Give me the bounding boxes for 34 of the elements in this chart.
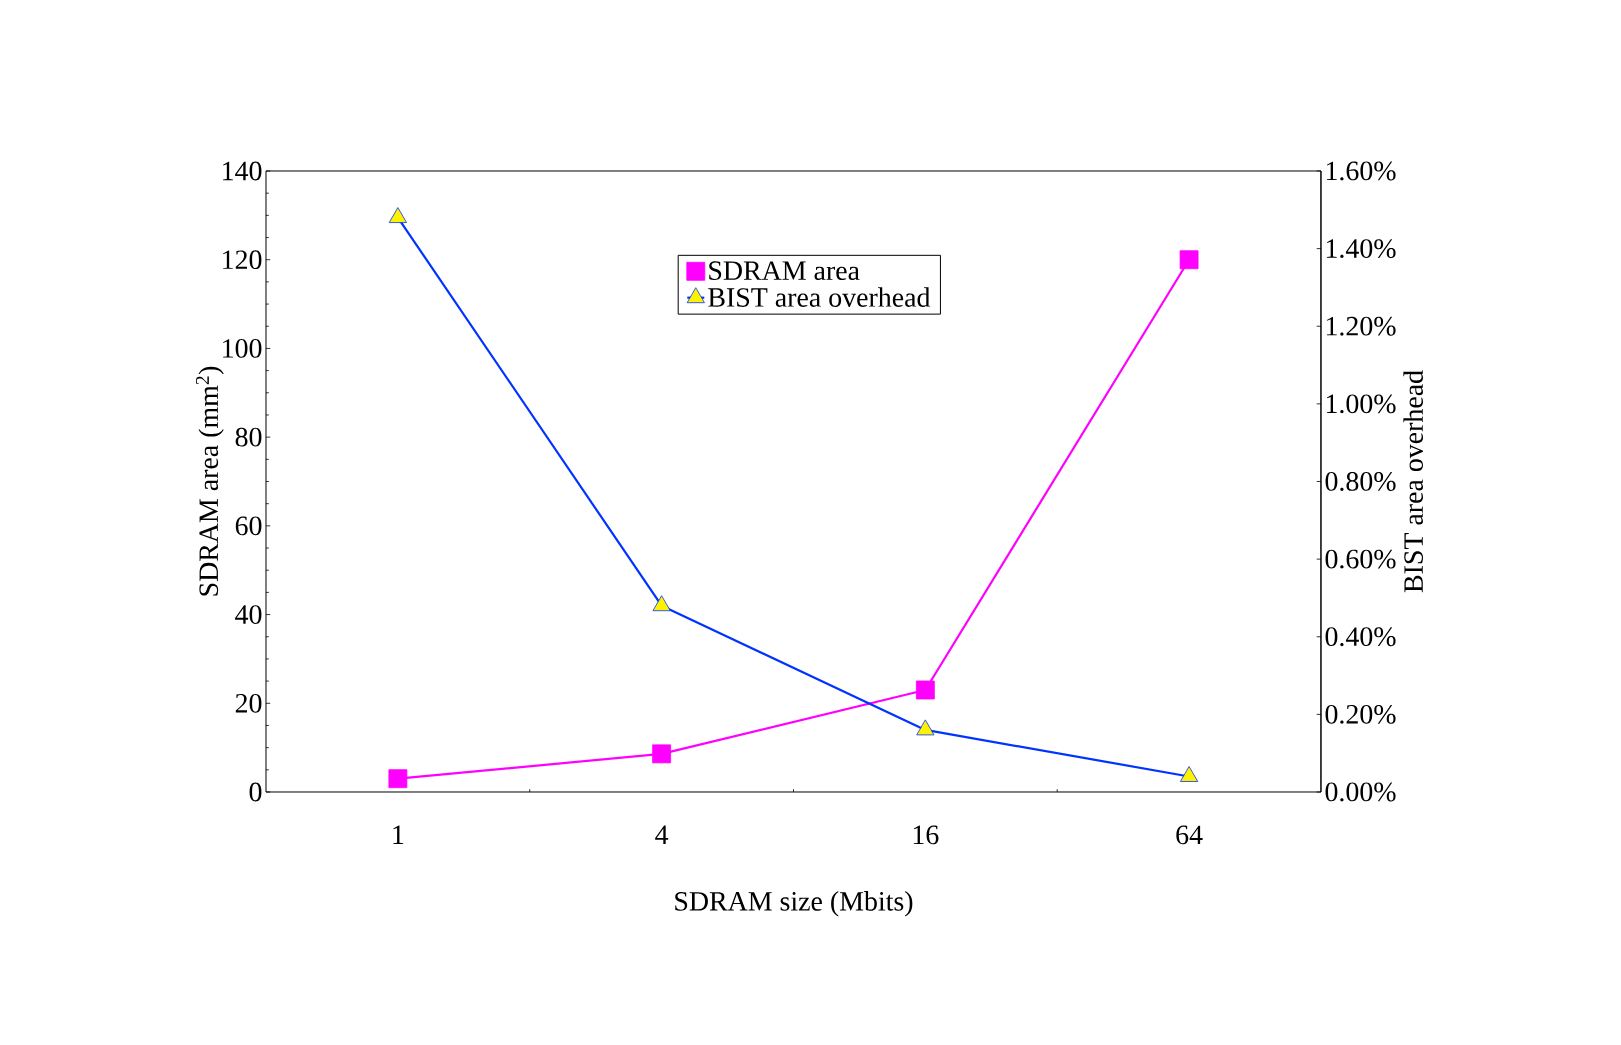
y2-tick-label: 1.00% (1326, 394, 1396, 414)
point (652, 744, 672, 764)
x-axis-title: SDRAM size (Mbits) (675, 891, 913, 917)
y-tick-label: 80 (235, 427, 262, 447)
y-tick-label: 40 (235, 605, 262, 624)
y2-tick-label: 0.80% (1325, 472, 1396, 491)
point (388, 207, 407, 223)
y2-tick-label: 1.40% (1326, 239, 1396, 259)
x-tick-label: 16 (913, 825, 939, 845)
x-tick-label: 64 (1176, 825, 1203, 845)
y2-tick-label: 1.20% (1326, 316, 1396, 336)
x-tick-label: 4 (655, 825, 669, 844)
point (1180, 766, 1199, 782)
y2-tick-label: 0.60% (1325, 549, 1396, 569)
y-axis-title: SDRAM area (mm$^{2}$) (195, 366, 224, 596)
y-tick-label: 0 (249, 782, 262, 802)
x-tick-label: 1 (393, 825, 404, 844)
legend-label: BIST area overhead (708, 287, 931, 307)
y2-tick-label: 1.60% (1326, 161, 1396, 181)
y-tick-label: 100 (223, 339, 262, 358)
y2-tick-label: 0.40% (1325, 627, 1396, 647)
point (915, 680, 935, 700)
y-tick-label: 60 (235, 516, 262, 536)
y-tick-label: 20 (235, 693, 262, 713)
y-tick-label: 120 (223, 250, 262, 270)
y2-tick-label: 0.00% (1325, 782, 1396, 802)
point (1179, 250, 1199, 270)
point (388, 769, 408, 789)
y2-tick-label: 0.20% (1325, 704, 1396, 724)
y-tick-label: 140 (223, 161, 262, 181)
point (652, 595, 671, 612)
point (916, 719, 935, 736)
y2-axis-title: BIST area overhead (1403, 370, 1423, 593)
legend-label: SDRAM area (709, 261, 860, 281)
